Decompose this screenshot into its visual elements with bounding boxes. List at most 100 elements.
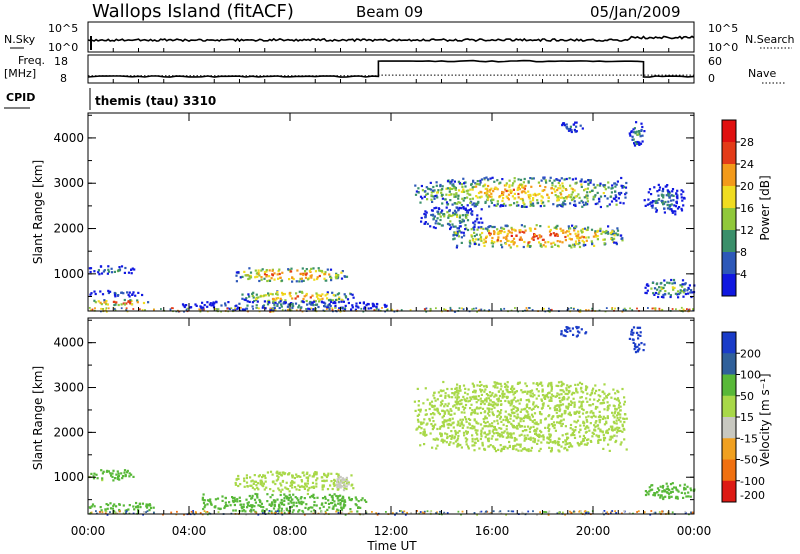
data-cell: [92, 475, 95, 478]
colorbar-swatch: [722, 230, 736, 253]
data-cell: [509, 203, 513, 207]
data-cell: [512, 445, 516, 448]
data-cell: [457, 422, 460, 425]
data-cell: [457, 189, 461, 192]
data-cell: [664, 495, 667, 498]
data-cell: [582, 434, 585, 437]
data-cell: [260, 269, 263, 272]
data-cell: [676, 197, 679, 200]
data-cell: [580, 229, 583, 232]
noise-cell: [591, 307, 593, 310]
data-cell: [496, 200, 499, 203]
data-cell: [578, 431, 581, 434]
data-cell: [463, 398, 466, 401]
data-cell: [300, 496, 303, 499]
data-cell: [510, 387, 513, 390]
data-cell: [675, 201, 678, 204]
data-cell: [596, 238, 599, 241]
data-cell: [573, 189, 576, 192]
data-cell: [471, 239, 475, 242]
data-cell: [263, 474, 266, 477]
noise-cell: [569, 510, 571, 513]
data-cell: [572, 123, 575, 126]
data-cell: [465, 420, 468, 423]
data-cell: [587, 426, 590, 429]
data-cell: [519, 399, 522, 402]
data-cell: [436, 444, 439, 447]
data-cell: [519, 229, 522, 232]
data-cell: [484, 398, 487, 401]
data-cell: [483, 390, 486, 393]
data-cell: [524, 229, 527, 232]
velocity-cbar-label: Velocity [m s⁻¹]: [758, 373, 772, 466]
data-cell: [293, 481, 296, 484]
data-cell: [473, 205, 476, 208]
data-cell: [503, 230, 506, 234]
data-cell: [544, 186, 547, 189]
noise-cell: [272, 307, 274, 310]
data-cell: [506, 389, 509, 392]
data-cell: [477, 226, 480, 229]
data-cell: [256, 482, 260, 485]
data-cell: [447, 423, 450, 426]
data-cell: [363, 499, 366, 502]
data-cell: [566, 327, 569, 330]
data-cell: [467, 189, 470, 192]
data-cell: [565, 197, 568, 200]
data-cell: [279, 501, 282, 504]
data-cell: [472, 384, 475, 387]
data-cell: [517, 187, 520, 190]
data-cell: [459, 201, 462, 204]
data-cell: [310, 276, 313, 279]
data-cell: [334, 301, 337, 304]
data-cell: [618, 404, 621, 407]
noise-cell: [203, 308, 205, 311]
data-cell: [438, 222, 441, 226]
data-cell: [138, 503, 141, 506]
data-cell: [651, 204, 654, 207]
data-cell: [269, 292, 272, 295]
data-cell: [254, 276, 257, 279]
data-cell: [523, 187, 526, 190]
data-cell: [465, 440, 468, 443]
data-cell: [542, 404, 545, 407]
data-cell: [496, 410, 499, 413]
data-cell: [469, 396, 472, 399]
data-cell: [234, 500, 237, 503]
data-cell: [417, 404, 420, 407]
noise-cell: [250, 510, 253, 513]
data-cell: [521, 230, 524, 233]
data-cell: [488, 402, 491, 405]
data-cell: [526, 425, 530, 428]
data-cell: [436, 196, 439, 199]
colorbar-swatch: [722, 374, 736, 397]
data-cell: [523, 240, 526, 244]
data-cell: [660, 295, 664, 298]
data-cell: [295, 488, 298, 491]
data-cell: [521, 430, 524, 433]
data-cell: [536, 406, 540, 409]
data-cell: [362, 301, 365, 304]
data-cell: [457, 209, 460, 212]
data-cell: [664, 200, 667, 204]
noise-cell: [479, 511, 481, 513]
data-cell: [678, 292, 681, 296]
noise-cell: [621, 310, 624, 313]
data-cell: [243, 308, 246, 311]
data-cell: [107, 503, 110, 507]
data-cell: [130, 473, 133, 476]
data-cell: [496, 232, 499, 235]
data-cell: [580, 441, 583, 444]
data-cell: [132, 291, 135, 294]
data-cell: [589, 394, 592, 397]
data-cell: [224, 501, 227, 504]
data-cell: [335, 274, 338, 277]
data-cell: [112, 469, 115, 472]
xtick-label: 00:00: [677, 524, 712, 538]
data-cell: [329, 299, 333, 302]
data-cell: [668, 495, 671, 498]
data-cell: [356, 510, 359, 513]
data-cell: [659, 289, 662, 292]
data-cell: [540, 407, 543, 410]
data-cell: [117, 294, 120, 297]
